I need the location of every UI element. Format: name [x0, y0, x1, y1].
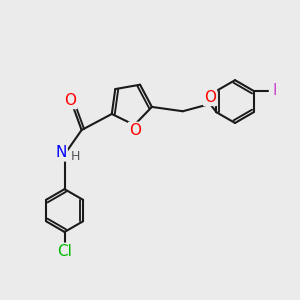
- Text: H: H: [71, 150, 80, 163]
- Text: O: O: [129, 123, 141, 138]
- Text: Cl: Cl: [57, 244, 72, 259]
- Text: O: O: [204, 90, 216, 105]
- Text: I: I: [273, 83, 277, 98]
- Text: N: N: [55, 146, 67, 160]
- Text: O: O: [64, 93, 76, 108]
